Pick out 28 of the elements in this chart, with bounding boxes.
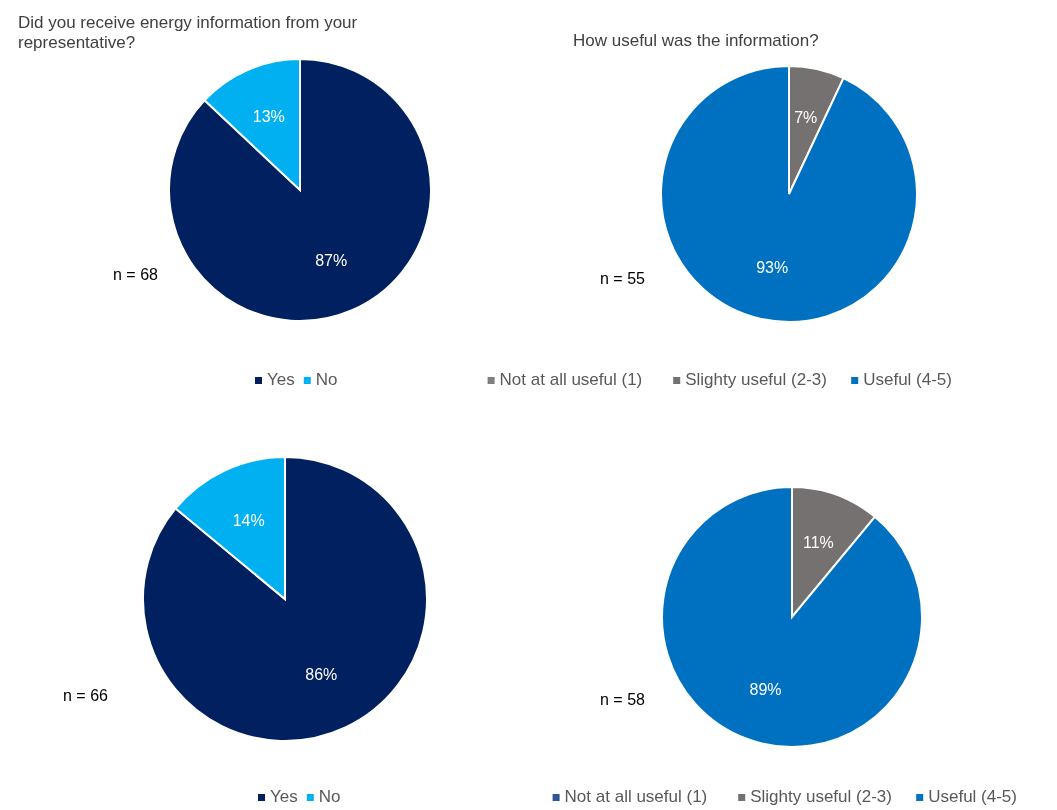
text: n = 68 xyxy=(113,266,159,284)
legend-label: Slighty useful (2-3) xyxy=(685,370,827,390)
legend-label: No xyxy=(318,787,341,807)
legend-label: No xyxy=(315,370,338,390)
pie-slice xyxy=(660,65,918,323)
data-label: 86% xyxy=(305,666,338,684)
data-label: 7% xyxy=(794,109,818,127)
chart-title: Did you receive energy information from your representative? xyxy=(18,13,358,52)
legend-label: Yes xyxy=(267,370,295,390)
chart-title: How useful was the information? xyxy=(573,31,819,50)
text: n = 55 xyxy=(600,270,646,288)
legend-label: Useful (4-5) xyxy=(863,370,953,390)
data-label: 14% xyxy=(232,512,265,530)
data-label: 93% xyxy=(756,259,789,277)
legend-label: Useful (4-5) xyxy=(928,787,1018,807)
data-label: 89% xyxy=(749,680,782,698)
pie-slice xyxy=(168,58,432,322)
text: n = 66 xyxy=(63,687,109,705)
legend-label: Yes xyxy=(270,787,298,807)
text: n = 58 xyxy=(600,691,646,709)
data-label: 11% xyxy=(803,533,834,551)
legend-label: Not at all useful (1) xyxy=(564,787,708,807)
data-label: 87% xyxy=(315,252,348,270)
legend-label: Not at all useful (1) xyxy=(499,370,643,390)
data-label: 13% xyxy=(252,108,285,126)
pie-slice xyxy=(661,486,923,748)
legend-label: Slighty useful (2-3) xyxy=(750,787,892,807)
pie-slice xyxy=(142,456,428,742)
